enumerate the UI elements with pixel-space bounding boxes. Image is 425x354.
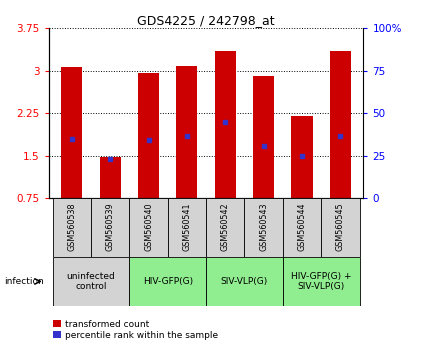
Bar (244, 198, 283, 257)
Bar (206, 198, 244, 257)
Text: GSM560543: GSM560543 (259, 202, 268, 251)
Text: HIV-GFP(G) +
SIV-VLP(G): HIV-GFP(G) + SIV-VLP(G) (291, 272, 351, 291)
Legend: transformed count, percentile rank within the sample: transformed count, percentile rank withi… (54, 320, 218, 340)
Text: uninfected
control: uninfected control (67, 272, 116, 291)
Text: GSM560541: GSM560541 (182, 202, 191, 251)
Bar (253, 76, 274, 198)
Bar (330, 51, 351, 198)
Bar (168, 198, 206, 257)
Bar (138, 73, 159, 198)
Text: GSM560545: GSM560545 (336, 202, 345, 251)
Bar (321, 198, 360, 257)
Bar (176, 66, 198, 198)
Text: GSM560542: GSM560542 (221, 202, 230, 251)
Bar (91, 198, 130, 257)
Text: HIV-GFP(G): HIV-GFP(G) (143, 277, 193, 286)
Bar (292, 116, 312, 198)
Text: GSM560544: GSM560544 (298, 202, 306, 251)
Bar (283, 198, 321, 257)
Title: GDS4225 / 242798_at: GDS4225 / 242798_at (137, 14, 275, 27)
Bar (53, 198, 91, 257)
Bar (206, 257, 283, 306)
Text: GSM560540: GSM560540 (144, 202, 153, 251)
Bar (283, 257, 360, 306)
Text: infection: infection (4, 277, 44, 286)
Bar (130, 198, 168, 257)
Bar (130, 257, 206, 306)
Bar (215, 51, 236, 198)
Bar (100, 157, 121, 198)
Bar (61, 67, 82, 198)
Text: GSM560538: GSM560538 (68, 202, 76, 251)
Text: GSM560539: GSM560539 (106, 202, 115, 251)
Text: SIV-VLP(G): SIV-VLP(G) (221, 277, 268, 286)
Bar (53, 257, 130, 306)
